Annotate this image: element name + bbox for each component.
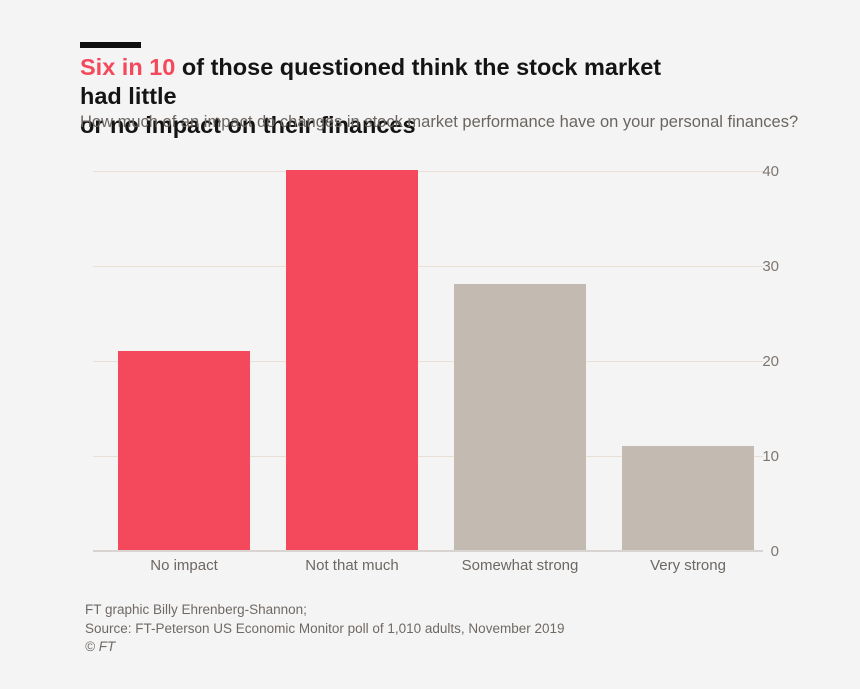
bar-somewhat-strong xyxy=(454,284,586,550)
x-axis-line xyxy=(93,550,763,552)
chart-headline: Six in 10 of those questioned think the … xyxy=(80,53,700,140)
headline-line1-rest: of those questioned think the stock mark… xyxy=(80,54,662,109)
x-axis-label-no-impact: No impact xyxy=(150,557,218,574)
x-axis-label-very-strong: Very strong xyxy=(650,557,726,574)
footer-source: Source: FT-Peterson US Economic Monitor … xyxy=(85,620,565,636)
y-tick-label-0: 0 xyxy=(770,543,779,560)
bar-chart-plot-area: 0 10 20 30 40 No impact Not that much Somewhat … xyxy=(93,152,779,574)
bar-not-that-much xyxy=(286,170,418,550)
x-axis-label-somewhat-strong: Somewhat strong xyxy=(461,557,579,574)
y-tick-label-40: 40 xyxy=(762,163,779,180)
headline-line2: or no impact on their finances xyxy=(80,112,416,138)
gridline-30 xyxy=(93,266,763,267)
gridline-40 xyxy=(93,171,763,172)
bar-very-strong xyxy=(622,445,754,550)
y-tick-label-30: 30 xyxy=(762,258,779,275)
ft-top-rule xyxy=(80,42,141,48)
headline-accent: Six in 10 xyxy=(80,54,176,80)
footer-credit: FT graphic Billy Ehrenberg-Shannon; xyxy=(85,602,307,617)
chart-subtitle: How much of an impact do changes in stoc… xyxy=(80,113,799,131)
chart-footer: FT graphic Billy Ehrenberg-Shannon; Sour… xyxy=(85,601,565,657)
gridline-10 xyxy=(93,456,763,457)
y-tick-label-10: 10 xyxy=(762,448,779,465)
x-axis-label-not-that-much: Not that much xyxy=(305,557,399,574)
y-tick-label-20: 20 xyxy=(762,353,779,370)
bar-no-impact xyxy=(118,350,250,550)
gridline-20 xyxy=(93,361,763,362)
footer-copyright: © FT xyxy=(85,639,116,654)
